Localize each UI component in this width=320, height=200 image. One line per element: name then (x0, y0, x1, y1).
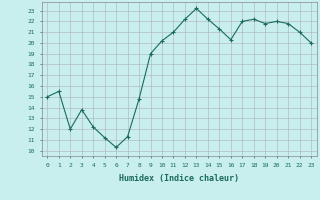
X-axis label: Humidex (Indice chaleur): Humidex (Indice chaleur) (119, 174, 239, 183)
